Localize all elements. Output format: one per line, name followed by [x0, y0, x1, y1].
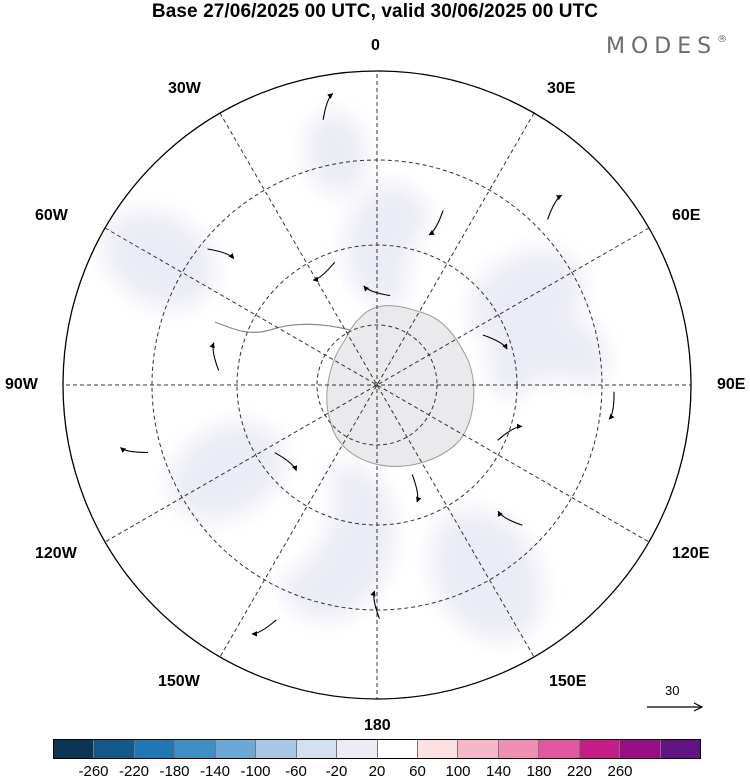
colorbar-tick-label: 220 — [566, 763, 593, 780]
anomaly-contour — [559, 476, 657, 561]
label-lon-90w: 90W — [5, 376, 38, 393]
anomaly-contour — [348, 609, 425, 699]
colorbar-tick-label: -20 — [325, 763, 348, 780]
colorbar-swatch — [134, 740, 176, 758]
colorbar-tick-label: 20 — [368, 763, 386, 780]
antarctic-peninsula — [214, 321, 351, 334]
anomaly-contour — [112, 347, 215, 423]
colorbar-swatch — [579, 740, 621, 758]
map-boundary — [62, 70, 692, 700]
label-lon-30w: 30W — [168, 80, 201, 97]
label-lon-0: 0 — [371, 37, 380, 54]
wind-vector-arrow — [209, 342, 220, 371]
wind-vector-arrow — [370, 590, 380, 619]
wind-vector-arrow — [251, 619, 277, 637]
label-lon-180: 180 — [364, 717, 391, 734]
anomaly-contour — [304, 111, 368, 195]
colorbar-tick-label: -220 — [118, 763, 150, 780]
colorbar-tick-label: 180 — [526, 763, 552, 780]
antarctica-landmass — [326, 305, 475, 467]
colorbar-swatch — [215, 740, 257, 758]
wind-vector-arrow — [608, 391, 615, 420]
wind-vector-arrow — [207, 248, 235, 260]
wind-vector-arrow — [322, 93, 334, 120]
anomaly-field — [102, 111, 657, 699]
wind-vector-arrow — [497, 423, 523, 441]
colorbar-swatch — [337, 740, 378, 758]
colorbar-tick-label: -140 — [199, 763, 231, 780]
colorbar-swatch — [54, 740, 95, 758]
colorbar-swatch — [377, 740, 418, 758]
modes-logo: MODES® — [606, 34, 727, 59]
colorbar — [53, 739, 701, 759]
colorbar-tick-label: 260 — [607, 763, 633, 780]
label-lon-30e: 30E — [547, 80, 576, 97]
colorbar-swatch — [458, 740, 499, 758]
label-lon-60e: 60E — [672, 207, 701, 224]
wind-vectors — [120, 93, 615, 637]
colorbar-swatch — [296, 740, 338, 758]
colorbar-tick-label: -180 — [159, 763, 190, 780]
label-lon-120w: 120W — [35, 545, 77, 562]
colorbar-tick-label: -260 — [78, 763, 109, 780]
colorbar-ticks: -260 -220 -180 -140 -100 -60 -20 20 60 100 140 180 2… — [0, 763, 750, 783]
label-lon-90e: 90E — [717, 376, 746, 393]
colorbar-swatch — [175, 740, 216, 758]
wind-vector-arrow — [482, 334, 508, 350]
colorbar-tick-label: -60 — [285, 763, 307, 780]
label-lon-150e: 150E — [549, 673, 587, 690]
anomaly-contour — [102, 209, 217, 309]
brand-mark: ® — [717, 33, 728, 45]
colorbar-swatch — [660, 740, 700, 758]
colorbar-tick-label: -100 — [240, 763, 271, 780]
colorbar-swatch — [539, 740, 580, 758]
colorbar-swatch — [94, 740, 135, 758]
wind-vector-arrow — [497, 510, 523, 526]
vector-scale-arrow — [647, 702, 704, 712]
wind-vector-arrow — [120, 447, 149, 453]
label-lon-60w: 60W — [35, 207, 68, 224]
anomaly-contour — [511, 379, 614, 457]
wind-vector-arrow — [363, 285, 391, 297]
label-lon-120e: 120E — [672, 545, 710, 562]
label-lon-150w: 150W — [158, 673, 200, 690]
anomaly-contour — [206, 272, 303, 357]
wind-vector-arrow — [274, 452, 298, 472]
vector-scale-label: 30 — [665, 683, 680, 698]
colorbar-swatch — [620, 740, 661, 758]
colorbar-tick-label: 60 — [409, 763, 426, 780]
wind-vector-arrow — [411, 474, 422, 503]
colorbar-tick-label: 100 — [445, 763, 471, 780]
colorbar-swatch — [256, 740, 297, 758]
brand-name: MODES — [606, 34, 718, 59]
map-title: Base 27/06/2025 00 UTC, valid 30/06/2025… — [151, 1, 599, 22]
colorbar-swatch — [498, 740, 540, 758]
colorbar-swatch — [417, 740, 459, 758]
colorbar-tick-label: 140 — [485, 763, 512, 780]
wind-vector-arrow — [428, 210, 444, 236]
wind-vector-arrow — [312, 261, 336, 282]
wind-vector-arrow — [547, 194, 563, 220]
